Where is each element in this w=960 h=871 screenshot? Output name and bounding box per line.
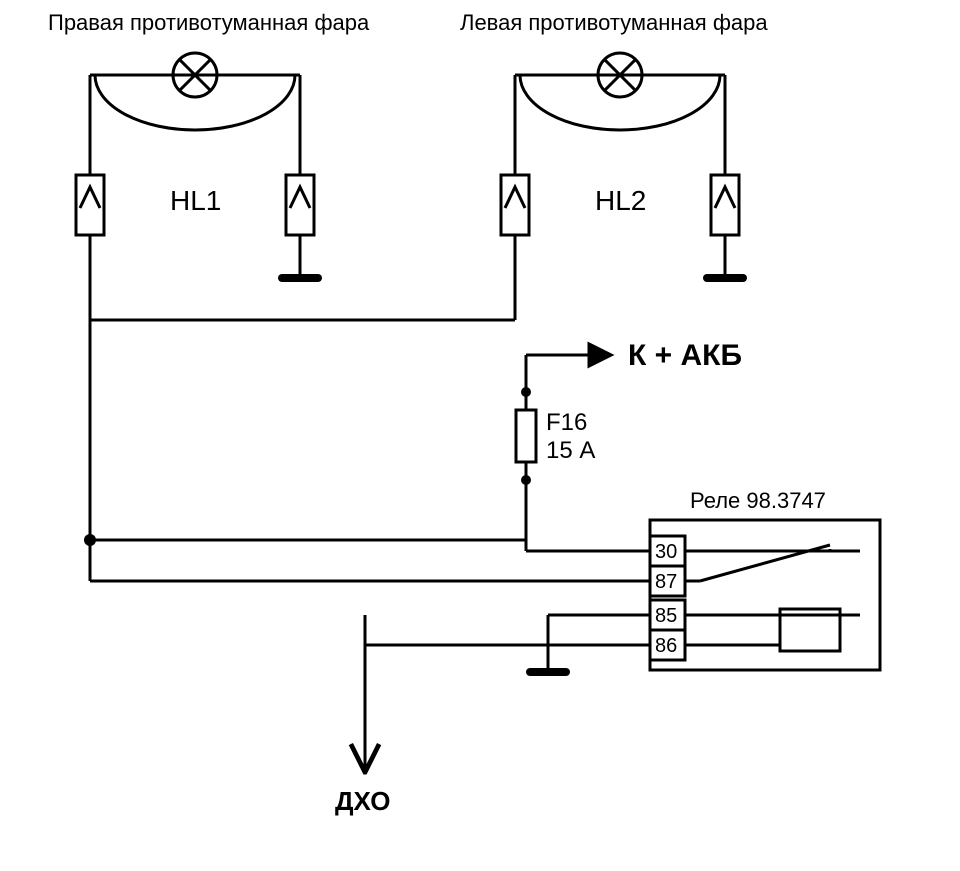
lamp-hl2-reflector <box>520 75 720 130</box>
label-hl1: HL1 <box>170 185 221 216</box>
label-fuse-rating: 15 А <box>546 437 595 464</box>
label-relay-title: Реле 98.3747 <box>690 488 826 513</box>
relay-pin-86-label: 86 <box>655 635 677 657</box>
lamp-hl1-reflector <box>95 75 295 130</box>
label-left-fog: Левая противотуманная фара <box>460 10 768 35</box>
wiring-diagram: Правая противотуманная фара Левая противо… <box>0 0 960 871</box>
label-hl2: HL2 <box>595 185 646 216</box>
label-right-fog: Правая противотуманная фара <box>48 10 370 35</box>
relay-pin-30-label: 30 <box>655 541 677 563</box>
relay-pin-87-label: 87 <box>655 571 677 593</box>
label-fuse-name: F16 <box>546 409 587 436</box>
fuse-f16 <box>516 410 536 462</box>
label-k-akb: К + АКБ <box>628 339 742 372</box>
label-dho: ДХО <box>335 786 390 816</box>
relay-pin-85-label: 85 <box>655 605 677 627</box>
